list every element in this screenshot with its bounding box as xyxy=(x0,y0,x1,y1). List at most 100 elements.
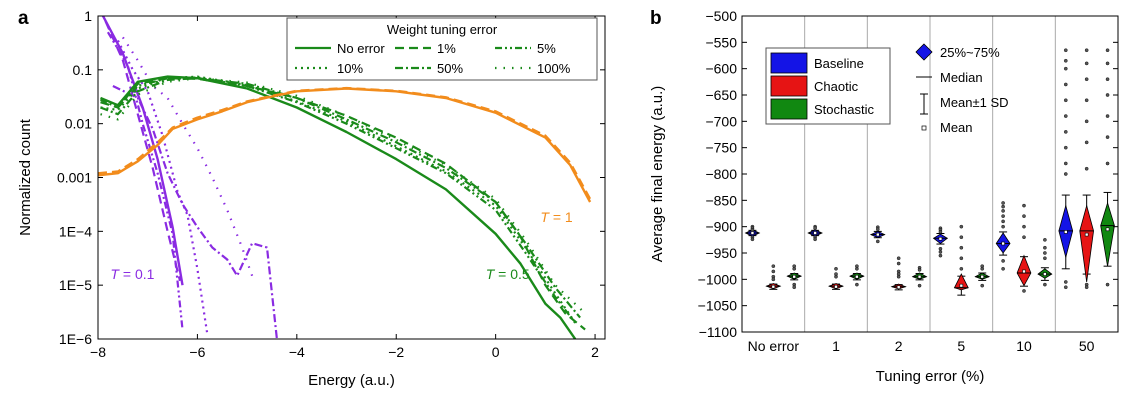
legend-stat-label: Median xyxy=(940,70,983,85)
outlier-point xyxy=(896,256,901,261)
outlier-point xyxy=(1063,130,1068,134)
outlier-point xyxy=(959,235,964,239)
mean-marker xyxy=(750,231,755,235)
outlier-point xyxy=(1043,245,1047,250)
outlier-point xyxy=(875,227,880,232)
mean-marker xyxy=(875,232,880,237)
outlier-point xyxy=(1084,61,1089,66)
series-line-g0-0 xyxy=(101,16,184,286)
mean-marker xyxy=(1001,241,1005,246)
panel-a-label: a xyxy=(18,8,29,29)
outlier-point xyxy=(1084,98,1089,103)
mean-marker xyxy=(1105,227,1110,232)
outlier-point xyxy=(1022,289,1026,293)
outlier-point xyxy=(1084,119,1089,124)
y-tick-label-b: −1050 xyxy=(698,298,738,314)
y-tick-label-a: 1E−4 xyxy=(59,223,92,239)
mean-marker xyxy=(1043,272,1047,276)
outlier-point xyxy=(1001,204,1005,209)
legend-label-b: Stochastic xyxy=(814,102,874,117)
outlier-point xyxy=(1063,161,1068,166)
annotation-value: = 1 xyxy=(549,209,573,225)
outlier-point xyxy=(1001,266,1005,271)
mean-marker xyxy=(771,284,776,289)
mean-marker xyxy=(1084,232,1089,237)
series-layer-a xyxy=(98,16,592,339)
outlier-point xyxy=(959,245,964,250)
y-tick-label-a: 0.01 xyxy=(65,116,92,132)
outlier-point xyxy=(938,253,943,258)
outlier-point xyxy=(750,237,755,242)
iqr-diamond-stochastic xyxy=(1100,201,1115,267)
series-line-g1-1 xyxy=(100,77,586,331)
outlier-point xyxy=(1105,282,1110,287)
outlier-point xyxy=(1001,219,1005,224)
legend-label-b: Chaotic xyxy=(814,79,859,94)
outlier-point xyxy=(980,283,985,288)
outlier-point xyxy=(834,266,838,271)
outlier-point xyxy=(1063,280,1068,284)
outlier-point xyxy=(792,266,797,271)
outlier-point xyxy=(1063,98,1068,103)
panel-b-label: b xyxy=(650,8,662,29)
temperature-annotation: T = 0.1 xyxy=(110,266,154,282)
x-tick-label-a: 0 xyxy=(492,344,500,360)
y-tick-label-b: −800 xyxy=(705,166,737,182)
series-line-g2-1 xyxy=(98,86,592,200)
series-line-g0-3 xyxy=(116,40,209,335)
mean-marker xyxy=(834,284,838,289)
legend-label-a: 100% xyxy=(537,61,571,76)
outlier-point xyxy=(855,282,859,287)
outlier-point xyxy=(1001,209,1005,213)
mean-marker xyxy=(917,274,922,279)
x-axis-title-a: Energy (a.u.) xyxy=(308,372,395,389)
legend-mean-icon xyxy=(921,125,927,131)
y-tick-label-a: 1E−6 xyxy=(59,331,92,347)
x-category-label-b: 1 xyxy=(832,338,840,354)
x-tick-label-a: 2 xyxy=(591,344,599,360)
x-tick-label-a: −2 xyxy=(388,344,404,360)
legend-label-a: 10% xyxy=(337,61,363,76)
outlier-point xyxy=(1001,214,1005,218)
temperature-annotation: T = 0.5 xyxy=(486,266,530,282)
outlier-point xyxy=(1022,203,1026,208)
legend-label-a: 5% xyxy=(537,41,556,56)
outlier-point xyxy=(1084,48,1089,53)
y-tick-label-b: −750 xyxy=(705,140,737,156)
legend-swatch-baseline xyxy=(770,52,808,74)
outlier-point xyxy=(1084,166,1089,171)
outlier-point xyxy=(855,266,859,271)
mean-marker xyxy=(980,274,985,279)
mean-marker xyxy=(896,285,901,290)
outlier-point xyxy=(792,285,797,290)
mean-marker xyxy=(1063,230,1068,234)
outlier-point xyxy=(813,237,817,242)
y-axis-title-b: Average final energy (a.u.) xyxy=(649,86,666,263)
x-axis-title-b: Tuning error (%) xyxy=(876,368,985,385)
legend-label-a: No error xyxy=(337,41,385,56)
outlier-point xyxy=(813,226,817,231)
outlier-point xyxy=(896,261,901,266)
outlier-point xyxy=(1001,224,1005,229)
outlier-point xyxy=(917,283,922,288)
outlier-point xyxy=(1105,161,1110,166)
series-line-g0-4 xyxy=(112,85,278,339)
y-tick-label-a: 1E−5 xyxy=(59,277,92,293)
temperature-annotation: T = 1 xyxy=(540,209,573,225)
outlier-point xyxy=(1001,201,1005,205)
outlier-point xyxy=(771,264,776,268)
annotation-value: = 0.1 xyxy=(119,266,155,282)
mean-marker xyxy=(792,274,797,279)
legend-swatch-stochastic xyxy=(770,98,808,120)
y-tick-label-b: −1100 xyxy=(699,324,737,340)
y-tick-label-a: 0.001 xyxy=(57,170,92,186)
outlier-point xyxy=(1043,238,1047,242)
y-tick-label-b: −850 xyxy=(705,192,737,208)
outlier-point xyxy=(1063,114,1068,118)
outlier-point xyxy=(1105,114,1110,118)
annotation-variable: T xyxy=(540,209,550,225)
outlier-point xyxy=(938,250,943,254)
outlier-point xyxy=(938,230,943,234)
series-line-g0-5 xyxy=(121,36,254,277)
